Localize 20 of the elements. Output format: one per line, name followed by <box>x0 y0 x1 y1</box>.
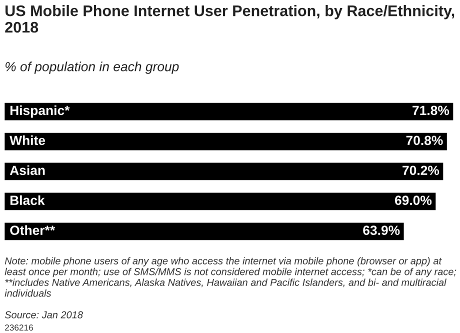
data-label: 63.9% <box>363 226 400 235</box>
data-label: 71.8% <box>412 106 450 116</box>
data-label: 69.0% <box>394 196 432 206</box>
data-label: 70.8% <box>406 136 443 146</box>
chart-title: US Mobile Phone Internet User Penetration, by Race/Ethnicity, 2018 <box>5 4 454 33</box>
chart-subtitle: % of population in each group <box>6 62 179 74</box>
bar <box>4 132 447 150</box>
y-tick-label: White <box>10 135 46 146</box>
y-tick-label: Asian <box>10 165 45 176</box>
text: Note: mobile phone users of any age who access the internet via mobile phone (browser or app) at least once per month; use of SMS/MMS is not considered mobile internet access; *can be of any race; **includes Native Americans, Alaska Natives, Hawaiian and Pacific Islanders, and bi- and multiracial individuals <box>4 257 456 297</box>
bar <box>4 102 454 120</box>
bar <box>4 222 404 240</box>
bar <box>4 192 436 210</box>
y-tick-label: Other** <box>10 225 56 235</box>
bar <box>4 162 444 180</box>
y-tick-label: Hispanic* <box>10 105 70 118</box>
source-note: Source: Jan 2018 <box>4 311 83 318</box>
y-tick-label: Black <box>10 195 45 206</box>
text: 236216 <box>5 324 33 331</box>
data-label: 70.2% <box>402 166 440 176</box>
